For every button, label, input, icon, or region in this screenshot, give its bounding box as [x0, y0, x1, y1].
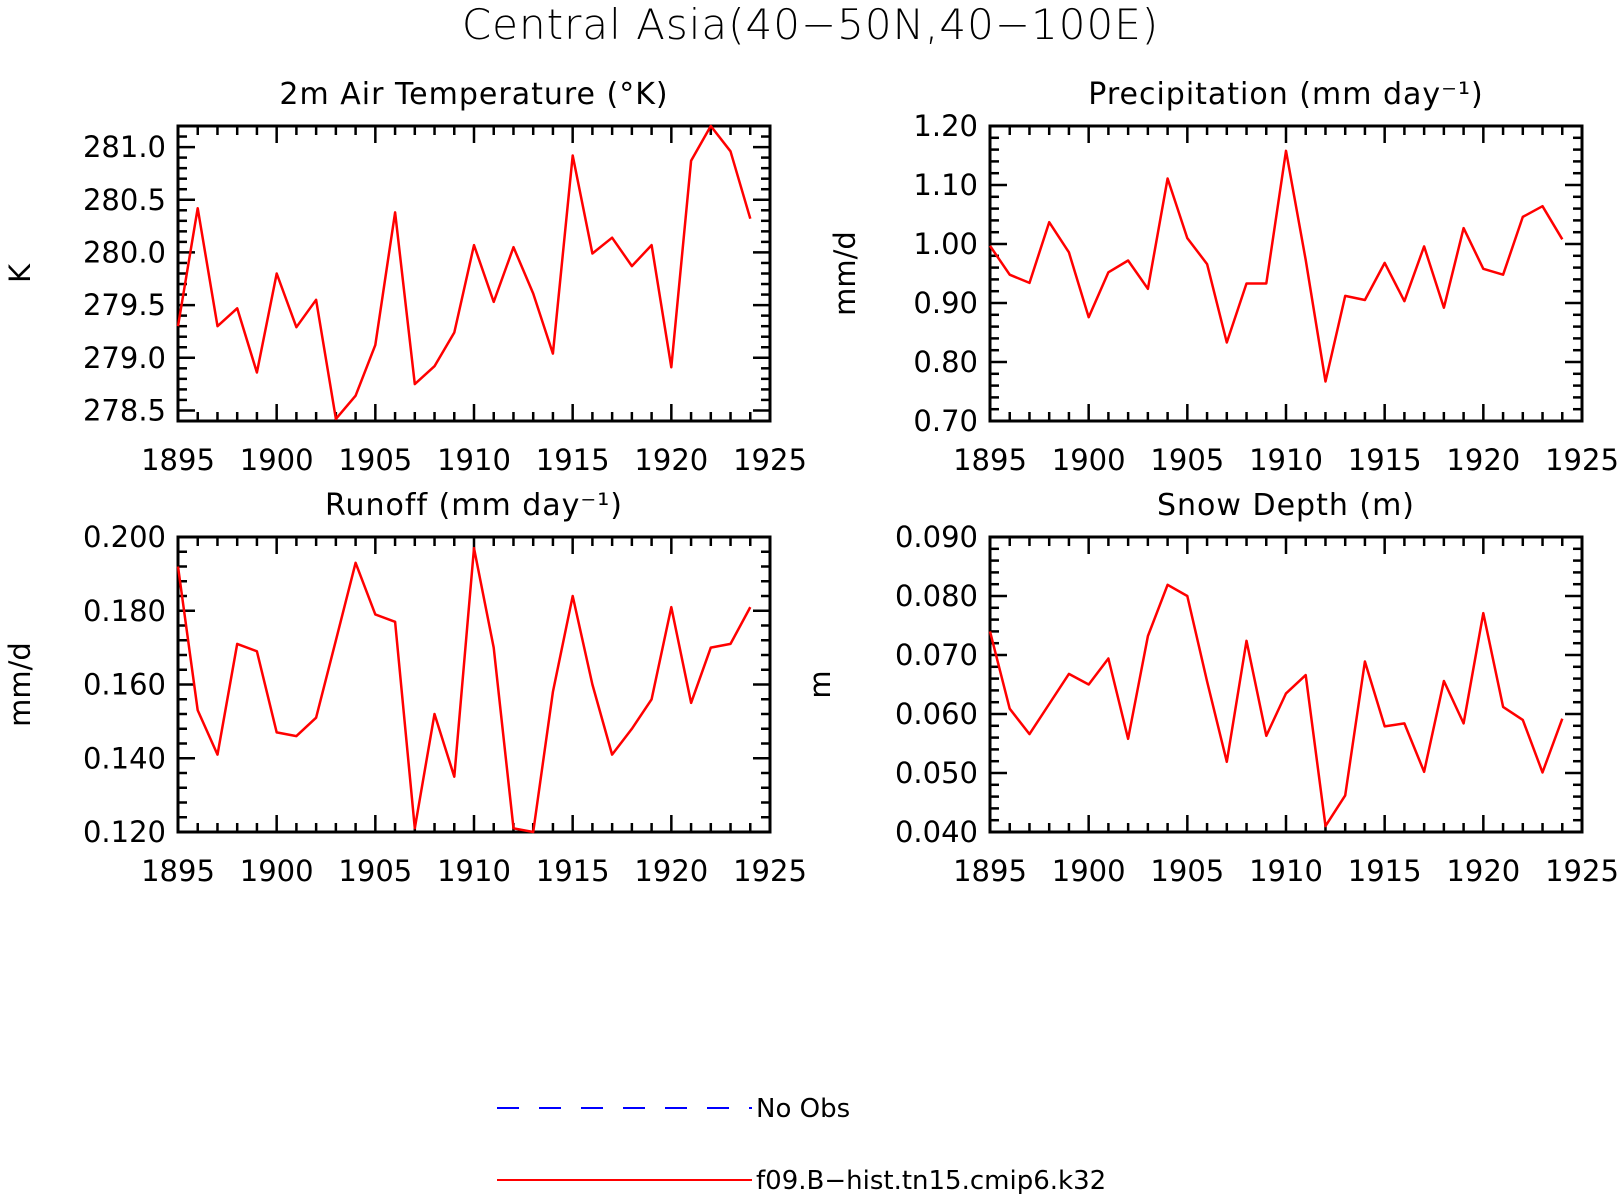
y-tick-label: 279.5 [83, 288, 166, 322]
y-axis-label: mm/d [3, 642, 37, 727]
x-tick-label: 1925 [1545, 443, 1619, 477]
series-line [176, 124, 752, 421]
panel-title: 2m Air Temperature (°K) [279, 77, 668, 112]
panel-title: Snow Depth (m) [1157, 488, 1415, 523]
x-tick-label: 1905 [1150, 443, 1224, 477]
y-tick-label: 280.5 [83, 183, 166, 217]
y-axis-label: K [3, 263, 37, 283]
x-tick-label: 1910 [437, 854, 511, 888]
y-tick-label: 0.070 [895, 638, 978, 672]
y-tick-label: 0.120 [83, 815, 166, 849]
plot-frame [176, 535, 772, 834]
y-tick-label: 0.140 [83, 741, 166, 775]
x-tick-label: 1925 [733, 443, 807, 477]
y-tick-label: 0.70 [913, 404, 978, 438]
x-tick-label: 1895 [141, 854, 215, 888]
x-tick-label: 1915 [1348, 443, 1422, 477]
series-line [988, 149, 1564, 383]
y-tick-label: 281.0 [83, 130, 166, 164]
x-tick-label: 1910 [1249, 443, 1323, 477]
y-axis-label: m [803, 670, 837, 698]
x-tick-label: 1915 [536, 854, 610, 888]
y-tick-label: 1.00 [913, 227, 978, 261]
x-tick-label: 1900 [1052, 854, 1126, 888]
y-tick-label: 0.160 [83, 668, 166, 702]
x-tick-label: 1920 [634, 443, 708, 477]
y-tick-label: 0.180 [83, 594, 166, 628]
legend-label-model: f09.B−hist.tn15.cmip6.k32 [756, 1166, 1106, 1194]
series-line [988, 583, 1564, 828]
y-tick-label: 1.10 [913, 168, 978, 202]
y-tick-label: 0.200 [83, 520, 166, 554]
x-tick-label: 1900 [1052, 443, 1126, 477]
panel-runoff: 1895 1900 1905 1910 1915 1920 1925 0.120 0.140 0.… [3, 488, 807, 888]
panel-snow-depth: 1895 1900 1905 1910 1915 1920 1925 0.040 0.050 0.… [803, 488, 1619, 888]
x-tick-label: 1910 [1249, 854, 1323, 888]
panel-title: Runoff (mm day⁻¹) [325, 488, 623, 523]
x-tick-label: 1900 [240, 443, 314, 477]
x-tick-label: 1915 [1348, 854, 1422, 888]
x-tick-label: 1895 [953, 854, 1027, 888]
x-tick-label: 1925 [1545, 854, 1619, 888]
panel-precipitation: 1895 1900 1905 1910 1915 1920 1925 0.70 0.80 0.90… [828, 77, 1619, 477]
y-tick-label: 0.080 [895, 579, 978, 613]
x-tick-label: 1910 [437, 443, 511, 477]
x-tick-label: 1895 [953, 443, 1027, 477]
x-tick-label: 1905 [338, 443, 412, 477]
legend: No Obs f09.B−hist.tn15.cmip6.k32 [497, 1094, 1106, 1194]
y-tick-label: 278.5 [83, 393, 166, 427]
y-tick-label: 0.90 [913, 286, 978, 320]
plot-frame [988, 535, 1584, 834]
panel-temperature: 1895 1900 1905 1910 1915 1920 1925 278.5 279.0 27… [3, 77, 807, 477]
y-tick-label: 0.040 [895, 815, 978, 849]
y-tick-label: 0.80 [913, 345, 978, 379]
x-tick-label: 1920 [1446, 443, 1520, 477]
x-tick-label: 1900 [240, 854, 314, 888]
x-tick-label: 1925 [733, 854, 807, 888]
plot-frame [988, 124, 1584, 423]
y-tick-label: 1.20 [913, 109, 978, 143]
x-tick-label: 1905 [1150, 854, 1224, 888]
x-tick-label: 1905 [338, 854, 412, 888]
y-tick-label: 0.090 [895, 520, 978, 554]
panel-title: Precipitation (mm day⁻¹) [1088, 77, 1483, 112]
y-tick-label: 0.050 [895, 756, 978, 790]
y-tick-label: 279.0 [83, 341, 166, 375]
y-axis-label: mm/d [828, 231, 862, 316]
y-tick-label: 0.060 [895, 697, 978, 731]
x-tick-label: 1920 [634, 854, 708, 888]
series-line [176, 546, 752, 834]
y-tick-label: 280.0 [83, 235, 166, 269]
legend-label-no-obs: No Obs [756, 1094, 850, 1124]
x-tick-label: 1920 [1446, 854, 1520, 888]
x-tick-label: 1895 [141, 443, 215, 477]
x-tick-label: 1915 [536, 443, 610, 477]
main-title: Central Asia(40−50N,40−100E) [461, 0, 1160, 49]
